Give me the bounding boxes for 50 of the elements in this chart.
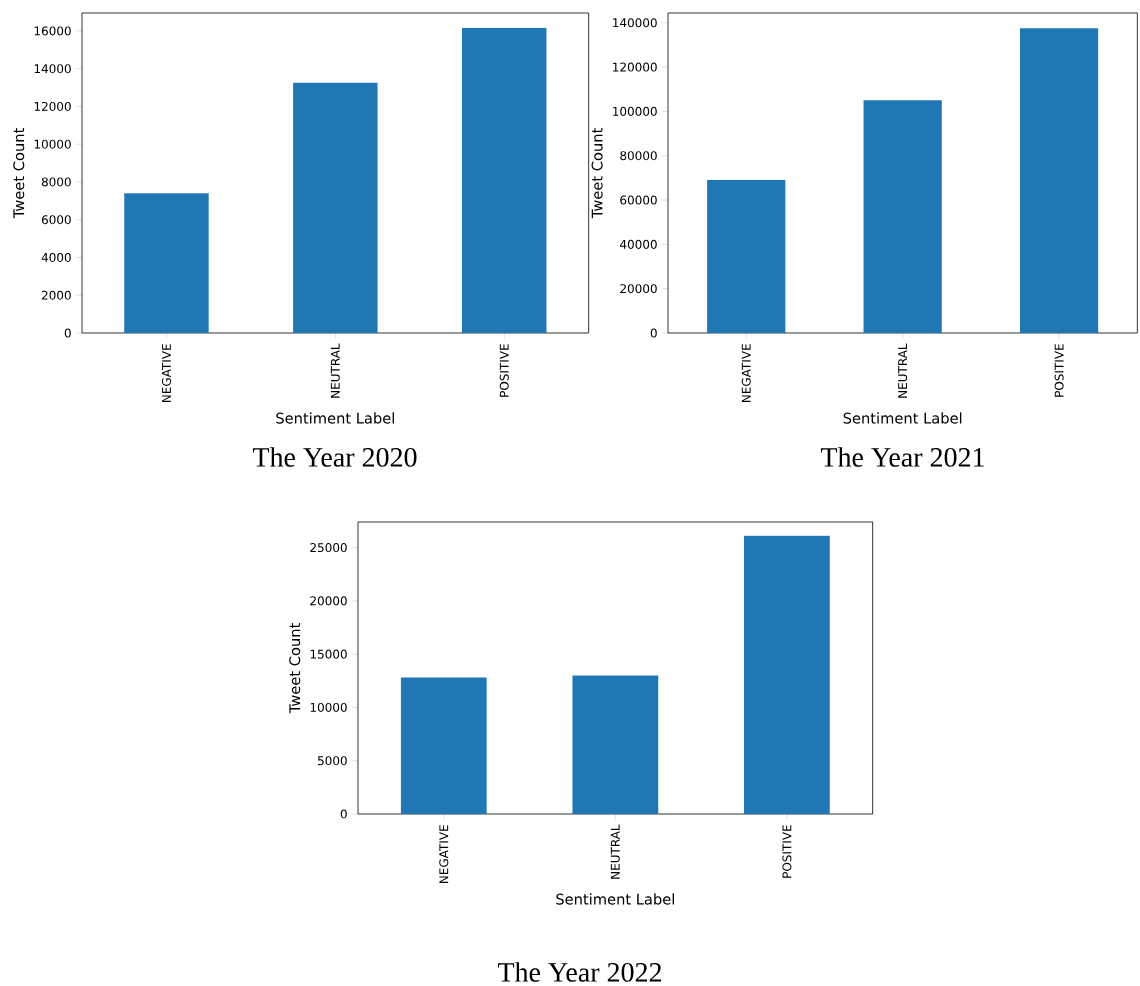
y-tick-label: 16000 bbox=[34, 26, 71, 36]
x-tick-label: NEGATIVE bbox=[161, 344, 171, 403]
x-tick-label: POSITIVE bbox=[499, 344, 509, 397]
text: The Year 2021 bbox=[820, 447, 984, 467]
y-tick-label: 8000 bbox=[41, 177, 71, 187]
x-tick-label: NEGATIVE bbox=[741, 344, 751, 403]
bar bbox=[707, 180, 786, 333]
y-tick-label: 6000 bbox=[41, 215, 71, 225]
x-tick-label: NEUTRAL bbox=[330, 343, 340, 398]
x-tick-label: NEGATIVE bbox=[439, 825, 449, 884]
x-tick-label: POSITIVE bbox=[1054, 344, 1064, 397]
text: The Year 2020 bbox=[252, 447, 417, 467]
y-tick-label: 80000 bbox=[620, 151, 657, 161]
y-tick-label: 40000 bbox=[620, 239, 657, 249]
x-tick-label: NEUTRAL bbox=[898, 343, 908, 398]
y-tick-label: 5000 bbox=[317, 756, 347, 766]
y-axis-title: Tweet Count bbox=[289, 623, 301, 714]
y-axis-title: Tweet Count bbox=[13, 128, 25, 219]
bar bbox=[400, 677, 487, 814]
y-tick-label: 25000 bbox=[310, 543, 347, 553]
y-tick-label: 60000 bbox=[620, 195, 657, 205]
x-tick-label: NEUTRAL bbox=[610, 824, 620, 879]
bar bbox=[572, 675, 659, 814]
bar bbox=[744, 535, 830, 814]
x-axis-title: Sentiment Label bbox=[843, 412, 962, 424]
y-tick-label: 20000 bbox=[310, 596, 347, 606]
y-tick-label: 0 bbox=[650, 328, 657, 338]
y-tick-label: 4000 bbox=[41, 252, 71, 263]
bar bbox=[863, 100, 942, 333]
x-tick-label: POSITIVE bbox=[782, 825, 792, 878]
y-tick-label: 0 bbox=[340, 809, 347, 819]
x-axis-title: Sentiment Label bbox=[276, 412, 394, 424]
bar bbox=[1020, 28, 1099, 333]
y-axis-title: Tweet Count bbox=[591, 128, 603, 219]
bar bbox=[124, 193, 209, 333]
y-tick-label: 14000 bbox=[34, 64, 71, 74]
text: The Year 2022 bbox=[497, 962, 662, 982]
y-tick-label: 20000 bbox=[620, 284, 657, 294]
bar bbox=[462, 28, 547, 333]
y-tick-label: 10000 bbox=[310, 702, 347, 712]
y-tick-label: 12000 bbox=[34, 101, 71, 111]
y-tick-label: 100000 bbox=[613, 106, 657, 116]
bar bbox=[293, 82, 378, 333]
y-tick-label: 0 bbox=[64, 328, 71, 338]
y-tick-label: 140000 bbox=[613, 18, 657, 28]
x-axis-title: Sentiment Label bbox=[556, 893, 674, 905]
y-tick-label: 10000 bbox=[34, 139, 71, 149]
y-tick-label: 15000 bbox=[310, 649, 347, 659]
y-tick-label: 2000 bbox=[41, 290, 71, 300]
y-tick-label: 120000 bbox=[613, 62, 657, 72]
